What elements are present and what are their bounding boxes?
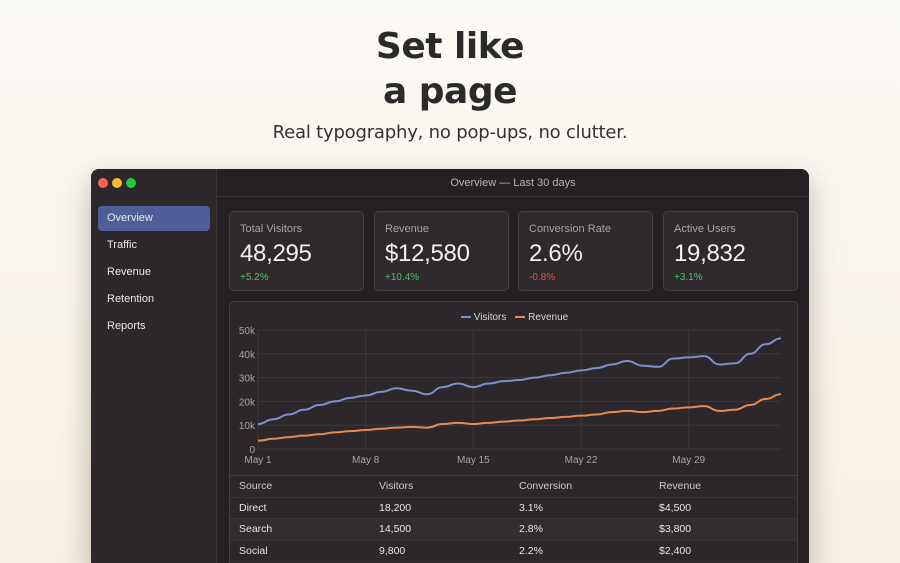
kpi-card-total-visitors[interactable]: Total Visitors 48,295 +5.2% bbox=[229, 211, 364, 291]
x-tick-label: May 8 bbox=[352, 455, 380, 466]
legend-entry-revenue[interactable]: Revenue bbox=[515, 312, 568, 323]
kpi-label: Total Visitors bbox=[240, 223, 303, 235]
y-tick-label: 0 bbox=[249, 445, 255, 456]
sidebar-item-reports[interactable]: Reports bbox=[107, 320, 146, 332]
sources-table: Source Visitors Conversion Revenue Direc… bbox=[230, 475, 797, 562]
table-row[interactable]: Direct 18,200 3.1% $4,500 bbox=[230, 498, 797, 519]
table-cell: $4,500 bbox=[659, 501, 692, 514]
minimize-window-button[interactable] bbox=[112, 178, 122, 188]
series-line-visitors bbox=[257, 337, 782, 426]
hero-subtitle: Real typography, no pop-ups, no clutter. bbox=[272, 122, 628, 143]
sidebar-item-retention[interactable]: Retention bbox=[107, 293, 155, 305]
y-tick-label: 30k bbox=[239, 374, 256, 385]
hero-title-line1: Set like bbox=[375, 26, 525, 67]
x-tick-label: May 29 bbox=[672, 455, 705, 466]
sidebar-item-traffic[interactable]: Traffic bbox=[107, 239, 137, 251]
table-row[interactable]: Social 9,800 2.2% $2,400 bbox=[230, 541, 797, 562]
legend-label-visitors: Visitors bbox=[473, 312, 507, 323]
table-cell: 14,500 bbox=[379, 523, 412, 536]
x-tick-label: May 1 bbox=[244, 455, 272, 466]
window-title: Overview — Last 30 days bbox=[217, 169, 809, 197]
sidebar-nav: Overview Traffic Revenue Retention Repor… bbox=[98, 206, 210, 341]
y-tick-label: 10k bbox=[239, 421, 256, 432]
series-line-revenue bbox=[257, 393, 782, 442]
kpi-delta: +5.2% bbox=[240, 272, 269, 283]
kpi-label: Revenue bbox=[385, 223, 430, 235]
legend-swatch-revenue bbox=[515, 316, 526, 319]
table-cell: Search bbox=[239, 523, 273, 536]
hero-title: Set like a page bbox=[0, 24, 900, 114]
legend-swatch-visitors bbox=[460, 316, 471, 319]
table-header[interactable]: Conversion bbox=[519, 480, 573, 493]
kpi-card-conversion-rate[interactable]: Conversion Rate 2.6% -0.8% bbox=[518, 211, 653, 291]
y-tick-label: 40k bbox=[239, 350, 256, 361]
kpi-delta: +10.4% bbox=[385, 272, 420, 283]
kpi-value: 19,832 bbox=[674, 240, 746, 267]
kpi-delta: +3.1% bbox=[674, 272, 703, 283]
table-cell: Social bbox=[239, 544, 268, 557]
y-tick-label: 50k bbox=[239, 326, 256, 337]
kpi-card-revenue[interactable]: Revenue $12,580 +10.4% bbox=[374, 211, 509, 291]
table-cell: 9,800 bbox=[379, 544, 406, 557]
table-cell: Direct bbox=[239, 501, 267, 514]
hero-title-line2: a page bbox=[382, 71, 518, 112]
table-cell: 2.2% bbox=[519, 544, 543, 557]
y-tick-label: 20k bbox=[239, 397, 256, 408]
x-tick-label: May 15 bbox=[457, 455, 490, 466]
table-row[interactable]: Search 14,500 2.8% $3,800 bbox=[230, 519, 797, 541]
table-cell: 3.1% bbox=[519, 501, 543, 514]
kpi-label: Active Users bbox=[674, 223, 736, 235]
table-header[interactable]: Revenue bbox=[659, 480, 702, 493]
table-cell: 2.8% bbox=[519, 523, 543, 536]
zoom-window-button[interactable] bbox=[126, 178, 136, 188]
close-window-button[interactable] bbox=[98, 178, 108, 188]
kpi-card-active-users[interactable]: Active Users 19,832 +3.1% bbox=[663, 211, 798, 291]
legend-label-revenue: Revenue bbox=[528, 312, 569, 323]
table-cell: $2,400 bbox=[659, 544, 692, 557]
line-chart: 0 10k 20k 30k 40k 50k May 1 May 8 May 15 May 22 Ma… bbox=[239, 326, 782, 466]
table-header[interactable]: Visitors bbox=[379, 480, 414, 493]
sidebar-item-overview[interactable]: Overview bbox=[98, 206, 210, 231]
sidebar-item-revenue[interactable]: Revenue bbox=[107, 266, 152, 278]
legend-entry-visitors[interactable]: Visitors bbox=[460, 312, 507, 323]
table-cell: 18,200 bbox=[379, 501, 412, 514]
kpi-value: 48,295 bbox=[240, 240, 312, 267]
kpi-delta: -0.8% bbox=[529, 272, 556, 283]
x-tick-label: May 22 bbox=[565, 455, 598, 466]
table-header-row: Source Visitors Conversion Revenue bbox=[230, 476, 797, 498]
kpi-value: $12,580 bbox=[385, 240, 470, 267]
table-header[interactable]: Source bbox=[239, 480, 273, 493]
sidebar: Overview Traffic Revenue Retention Repor… bbox=[91, 169, 217, 563]
kpi-label: Conversion Rate bbox=[529, 223, 611, 235]
app-window: Overview Traffic Revenue Retention Repor… bbox=[91, 169, 809, 563]
kpi-value: 2.6% bbox=[529, 240, 583, 267]
table-cell: $3,800 bbox=[659, 523, 692, 536]
chart-legend: Visitors Revenue bbox=[230, 312, 797, 323]
chart-table-panel: 0 10k 20k 30k 40k 50k May 1 May 8 May 15 May 22 Ma… bbox=[229, 301, 798, 563]
